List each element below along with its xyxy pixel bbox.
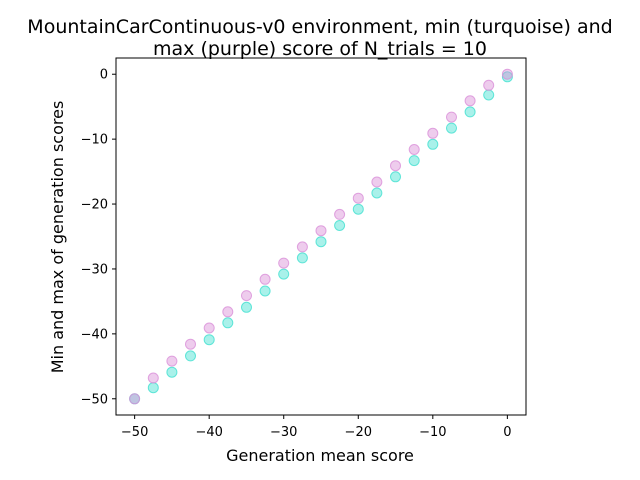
y-axis-label: Min and max of generation scores <box>48 101 67 374</box>
series-1-point <box>483 89 495 101</box>
chart-title-line-2: max (purple) score of N_trials = 10 <box>153 38 487 60</box>
y-tick-label: −50 <box>81 392 108 407</box>
series-2-point <box>427 127 439 139</box>
series-1-point <box>259 285 271 297</box>
series-2-point <box>222 306 234 318</box>
series-1-point <box>427 138 439 150</box>
y-axis-ticks: −50 −40 −30 −20 −10 0 <box>81 68 116 407</box>
y-tick-label: 0 <box>100 68 108 83</box>
series-1-point <box>408 155 420 167</box>
series-2-point <box>203 322 215 334</box>
series-2-point <box>241 290 252 302</box>
x-tick-label: 0 <box>503 425 511 440</box>
series-2-point <box>129 393 141 405</box>
series-2-point <box>371 176 383 188</box>
x-tick-label: −50 <box>121 425 148 440</box>
series-1-point <box>446 122 457 134</box>
y-tick-label: −20 <box>81 198 108 213</box>
series-1-point <box>352 203 364 215</box>
series-2-point <box>352 192 364 204</box>
series-2-point <box>464 95 476 107</box>
x-axis-ticks: −50 −40 −30 −20 −10 0 <box>121 415 512 440</box>
series-2-point <box>166 355 178 367</box>
series-2-point <box>483 79 495 91</box>
series-1-point <box>185 350 196 362</box>
series-1-point <box>147 382 159 394</box>
y-tick-label: −30 <box>81 262 108 277</box>
series-1-point <box>334 220 346 231</box>
series-2-point <box>278 257 290 269</box>
x-axis-label: Generation mean score <box>226 446 414 465</box>
y-tick-label: −40 <box>81 327 108 342</box>
series-2-point <box>390 160 401 172</box>
series-2-point <box>147 372 159 384</box>
chart-title-line-1: MountainCarContinuous-v0 environment, mi… <box>27 16 612 38</box>
series-1-point <box>278 268 290 280</box>
y-tick-label: −10 <box>81 133 108 148</box>
x-tick-label: −40 <box>195 425 222 440</box>
plot-points <box>129 68 513 405</box>
series-1-point <box>501 71 513 83</box>
series-1-point <box>203 334 215 346</box>
x-tick-label: −10 <box>419 425 446 440</box>
series-1-point <box>315 236 327 248</box>
series-1-point <box>371 187 383 199</box>
series-1-point <box>222 317 234 329</box>
series-2-point <box>501 68 513 80</box>
plot-frame <box>115 57 527 416</box>
series-2-point <box>315 225 327 237</box>
series-1-point <box>464 106 476 118</box>
series-2-point <box>185 338 196 350</box>
series-1-point <box>166 366 178 378</box>
series-2-point <box>408 144 420 155</box>
x-tick-label: −20 <box>345 425 372 440</box>
series-2-point <box>446 111 457 123</box>
series-1-point <box>390 171 401 183</box>
series-2-point <box>334 208 346 220</box>
x-tick-label: −30 <box>270 425 297 440</box>
series-2-point <box>259 273 271 285</box>
series-1-point <box>296 252 308 264</box>
series-1-point <box>241 301 252 313</box>
series-2-point <box>296 241 308 253</box>
